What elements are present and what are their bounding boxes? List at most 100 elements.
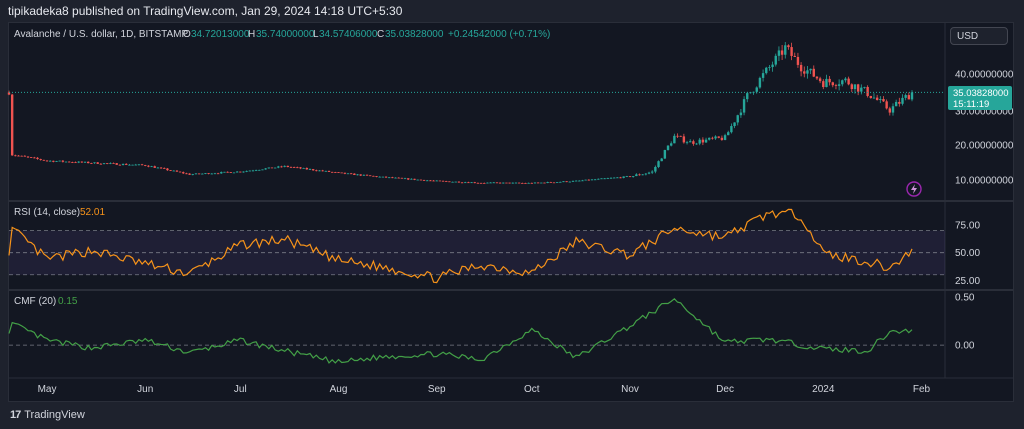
candle-body [64, 161, 68, 163]
candle-body [147, 165, 150, 167]
candle-body [850, 84, 853, 90]
time-axis[interactable]: May Jun Jul Aug Sep Oct Nov Dec 2024 Feb [38, 384, 931, 395]
candle-body [216, 173, 220, 175]
candle-body [106, 163, 109, 165]
price-tick-label: 30.00000000 [955, 107, 1014, 118]
candle-body [552, 182, 556, 184]
candle-body [226, 171, 229, 173]
candle-body [847, 78, 850, 85]
candle-body [765, 67, 768, 74]
candle-body [676, 135, 679, 137]
candle-body [242, 171, 245, 173]
candle-body [511, 182, 514, 184]
chart-area[interactable] [8, 22, 1014, 402]
candle-body [641, 174, 644, 176]
candle-body [245, 170, 248, 172]
candle-body [853, 84, 857, 90]
candle-body [717, 136, 720, 138]
candle-body [134, 164, 137, 166]
candle-body [258, 169, 261, 171]
candle-body [362, 174, 366, 176]
candle-body [891, 106, 895, 113]
cmf-legend-value: 0.15 [58, 296, 78, 307]
candle-body [761, 73, 765, 78]
candle-body [188, 173, 191, 175]
candle-body [673, 135, 676, 144]
candle-body [568, 181, 572, 183]
candle-body [524, 183, 527, 184]
candle-body [533, 182, 537, 184]
candle-body [343, 172, 347, 174]
candle-body [26, 156, 30, 158]
candle-body [875, 97, 879, 101]
candle-body [121, 163, 125, 165]
candle-body [565, 181, 568, 183]
candle-body [353, 173, 356, 175]
candle-body [698, 139, 701, 144]
candle-body [432, 180, 435, 182]
candle-body [207, 173, 210, 174]
candle-body [413, 178, 416, 180]
candle-body [578, 180, 581, 182]
candle-body [305, 167, 309, 170]
candle-body [536, 182, 540, 184]
price-candles [7, 42, 914, 184]
candle-body [879, 99, 882, 101]
candle-body [159, 167, 163, 169]
candle-body [210, 173, 213, 175]
rsi-y-axis: 25.00 50.00 75.00 [955, 221, 980, 287]
candle-body [140, 164, 144, 166]
candle-body [391, 177, 394, 179]
candle-body [169, 170, 172, 172]
candle-body [818, 78, 822, 82]
tradingview-logo[interactable]: 17 TradingView [10, 409, 85, 421]
candle-body [644, 173, 648, 175]
candle-body [540, 182, 543, 184]
candle-body [796, 56, 800, 65]
candle-body [746, 93, 749, 100]
close-value: 35.03828000 [385, 29, 444, 40]
currency-button[interactable]: USD [950, 27, 1008, 45]
candle-body [87, 161, 90, 164]
candle-body [311, 169, 315, 171]
candle-body [318, 170, 321, 172]
candle-body [901, 97, 904, 104]
candle-body [885, 101, 888, 109]
candle-body [685, 142, 689, 144]
candle-body [590, 179, 594, 181]
candle-body [571, 180, 575, 182]
candle-body [131, 164, 134, 166]
candle-body [438, 180, 442, 182]
candle-body [898, 101, 901, 104]
candle-body [856, 84, 860, 92]
candle-body [109, 163, 112, 164]
tradingview-wordmark: TradingView [24, 409, 85, 421]
candle-body [505, 182, 508, 184]
candle-body [251, 170, 255, 172]
lightning-icon[interactable] [906, 181, 922, 197]
candle-body [723, 135, 727, 140]
candle-body [860, 87, 863, 92]
candle-body [679, 135, 682, 137]
candle-body [384, 176, 388, 178]
candle-body [239, 171, 242, 173]
candle-body [277, 166, 280, 168]
candle-body [321, 170, 324, 172]
candle-body [457, 181, 461, 183]
candle-body [223, 171, 226, 173]
candle-body [102, 163, 106, 165]
candle-body [235, 171, 239, 173]
candle-body [815, 76, 819, 79]
candle-body [467, 182, 470, 184]
candle-body [17, 155, 20, 157]
candle-body [397, 177, 400, 179]
candle-body [597, 178, 600, 180]
candle-body [283, 165, 286, 167]
candle-body [612, 177, 616, 179]
candle-body [375, 176, 378, 177]
candle-body [584, 179, 587, 181]
candle-body [330, 171, 334, 173]
candle-body [828, 78, 831, 83]
